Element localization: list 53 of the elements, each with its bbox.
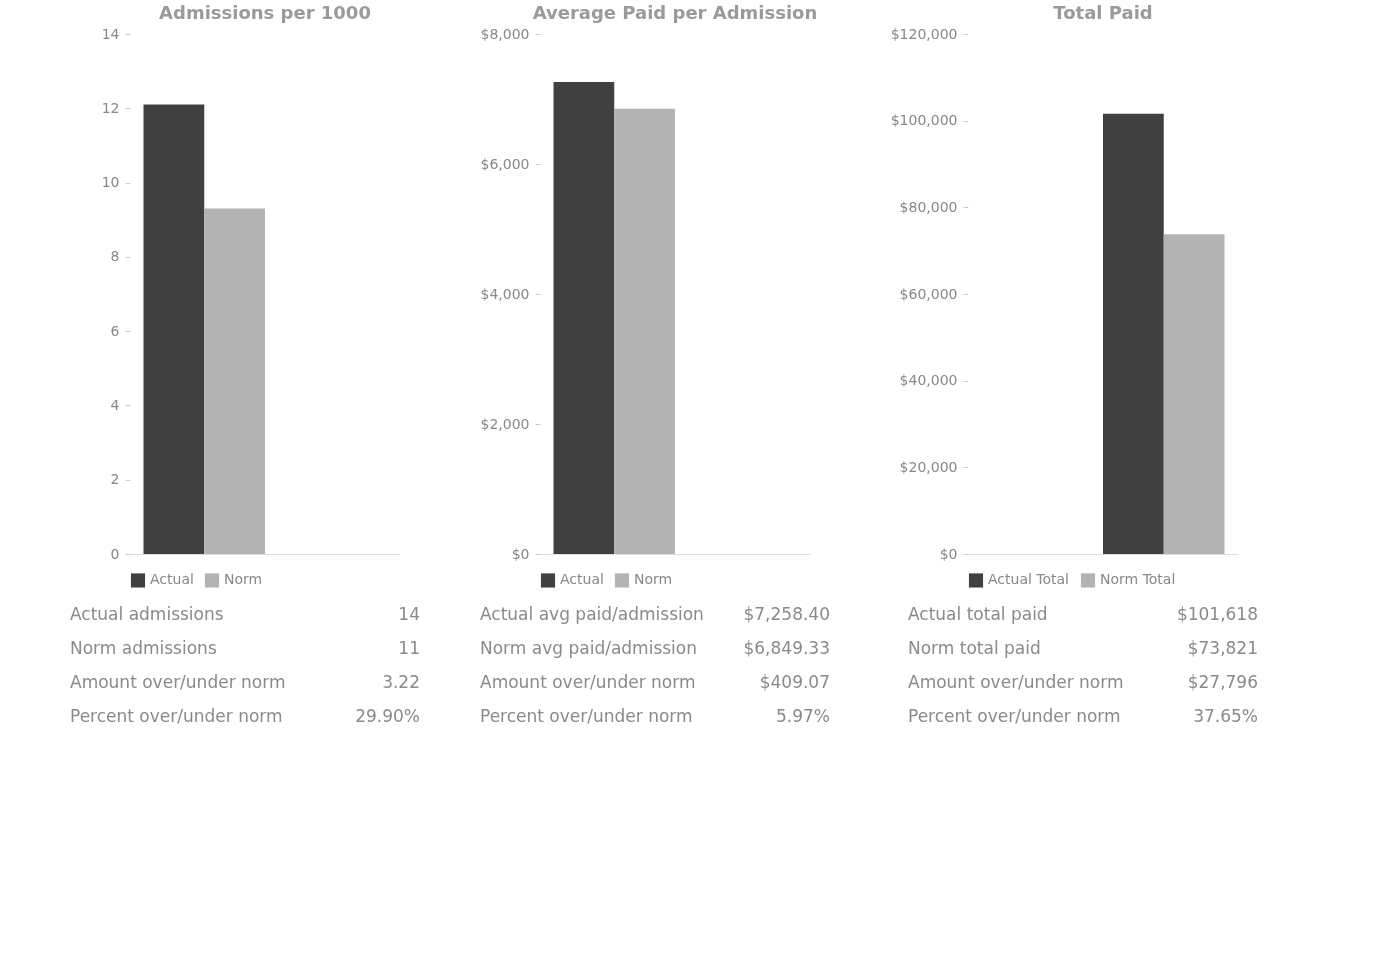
y-tick-label: 0: [110, 545, 120, 562]
y-tick-label: 2: [110, 471, 120, 488]
text: Actual admissions: [70, 604, 224, 624]
chart-title: Total Paid: [1053, 2, 1153, 23]
text: 11: [398, 638, 420, 658]
y-tick-label: $40,000: [899, 372, 958, 389]
y-tick-label: 8: [110, 248, 120, 265]
text: 3.22: [382, 672, 420, 692]
text: Actual total paid: [908, 604, 1048, 624]
text: Norm admissions: [70, 638, 217, 658]
legend-label: Norm Total: [1100, 571, 1176, 588]
text: $6,849.33: [743, 638, 830, 658]
text: $7,258.40: [743, 604, 830, 624]
text: $101,618: [1176, 604, 1258, 624]
text: $409.07: [759, 672, 830, 692]
text: Amount over/under norm: [70, 672, 286, 692]
y-tick-label: $120,000: [890, 25, 958, 42]
legend-label: Norm: [634, 571, 673, 588]
text: Actual avg paid/admission: [480, 604, 704, 624]
text: $27,796: [1187, 672, 1258, 692]
y-tick-label: $0: [939, 545, 958, 562]
y-tick-label: 10: [101, 174, 120, 191]
y-tick-label: $20,000: [899, 458, 958, 475]
text: Norm total paid: [908, 638, 1041, 658]
chart-title: Admissions per 1000: [159, 2, 371, 23]
y-tick-label: $4,000: [480, 285, 530, 302]
chart-title: Average Paid per Admission: [532, 2, 818, 23]
legend-label: Norm: [224, 571, 263, 588]
y-tick-label: $2,000: [480, 415, 530, 432]
text: Percent over/under norm: [480, 706, 693, 726]
y-tick-label: 12: [101, 99, 120, 116]
y-tick-label: $100,000: [890, 112, 958, 129]
text: 14: [398, 604, 420, 624]
y-tick-label: $0: [511, 545, 530, 562]
legend-label: Actual Total: [988, 571, 1070, 588]
y-tick-label: 14: [101, 25, 120, 42]
y-tick-label: 6: [110, 322, 120, 339]
text: Norm avg paid/admission: [480, 638, 697, 658]
text: 5.97%: [775, 706, 830, 726]
text: 37.65%: [1193, 706, 1258, 726]
legend-label: Actual: [560, 571, 604, 588]
y-tick-label: $6,000: [480, 155, 530, 172]
text: Percent over/under norm: [70, 706, 283, 726]
legend-label: Actual: [150, 571, 194, 588]
text: Percent over/under norm: [908, 706, 1121, 726]
y-tick-label: 4: [110, 396, 120, 413]
text: 29.90%: [355, 706, 420, 726]
text: Amount over/under norm: [908, 672, 1124, 692]
y-tick-label: $60,000: [899, 285, 958, 302]
y-tick-label: $80,000: [899, 198, 958, 215]
text: $73,821: [1187, 638, 1258, 658]
y-tick-label: $8,000: [480, 25, 530, 42]
text: Amount over/under norm: [480, 672, 696, 692]
